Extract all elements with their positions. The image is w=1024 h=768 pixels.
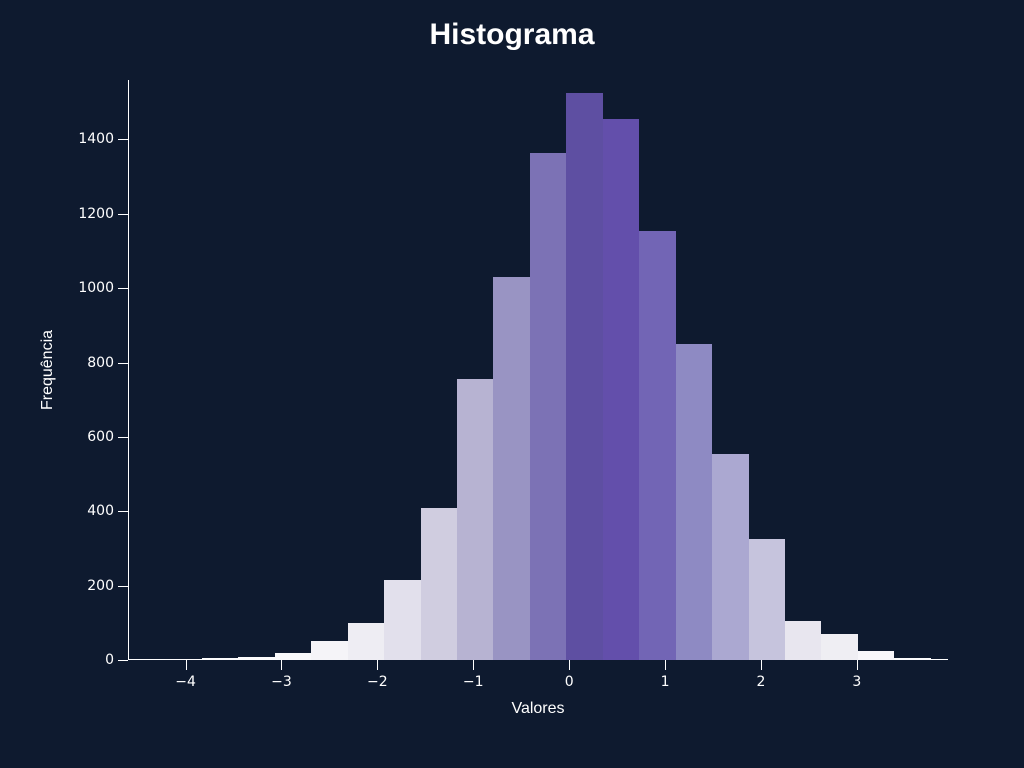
histogram-bar (749, 539, 785, 660)
histogram-bar (165, 659, 201, 660)
y-tick (118, 437, 128, 438)
x-tick (473, 660, 474, 670)
y-tick-label: 200 (87, 578, 114, 594)
histogram-chart: Histograma Frequência Valores 0200400600… (0, 0, 1024, 768)
histogram-bar (603, 119, 639, 660)
histogram-bar (275, 653, 311, 660)
y-tick-label: 1200 (78, 206, 114, 222)
x-tick (186, 660, 187, 670)
y-tick (118, 586, 128, 587)
chart-title: Histograma (0, 18, 1024, 52)
x-tick-label: −4 (175, 674, 196, 690)
x-tick (281, 660, 282, 670)
y-tick (118, 139, 128, 140)
y-axis-label: Frequência (39, 330, 57, 410)
y-tick-label: 400 (87, 503, 114, 519)
x-tick-label: −3 (271, 674, 292, 690)
x-tick-label: 0 (565, 674, 574, 690)
y-tick-label: 800 (87, 355, 114, 371)
histogram-bar (530, 153, 566, 661)
x-axis-label: Valores (511, 700, 564, 718)
histogram-bar (457, 379, 493, 660)
histogram-bar (566, 93, 602, 660)
y-axis-line (128, 80, 129, 660)
histogram-bar (421, 508, 457, 660)
histogram-bar (639, 231, 675, 660)
x-tick-label: 2 (757, 674, 766, 690)
x-tick (857, 660, 858, 670)
y-tick (118, 214, 128, 215)
x-tick (377, 660, 378, 670)
y-tick-label: 1000 (78, 280, 114, 296)
histogram-bar (676, 344, 712, 660)
histogram-bar (712, 454, 748, 660)
histogram-bar (821, 634, 857, 660)
histogram-bar (858, 651, 894, 660)
histogram-bar (384, 580, 420, 660)
x-tick-label: −1 (463, 674, 484, 690)
histogram-bar (493, 277, 529, 660)
x-tick (665, 660, 666, 670)
y-tick (118, 660, 128, 661)
x-tick-label: −2 (367, 674, 388, 690)
histogram-bar (348, 623, 384, 660)
plot-area: Frequência Valores 020040060080010001200… (128, 80, 948, 660)
y-tick (118, 288, 128, 289)
x-tick (761, 660, 762, 670)
histogram-bar (238, 657, 274, 660)
x-tick (569, 660, 570, 670)
histogram-bar (311, 641, 347, 660)
x-tick-label: 1 (661, 674, 670, 690)
y-tick (118, 511, 128, 512)
y-tick-label: 1400 (78, 131, 114, 147)
histogram-bar (894, 658, 930, 660)
y-tick-label: 0 (105, 652, 114, 668)
y-tick (118, 363, 128, 364)
x-tick-label: 3 (852, 674, 861, 690)
histogram-bar (785, 621, 821, 660)
y-tick-label: 600 (87, 429, 114, 445)
histogram-bar (202, 658, 238, 660)
